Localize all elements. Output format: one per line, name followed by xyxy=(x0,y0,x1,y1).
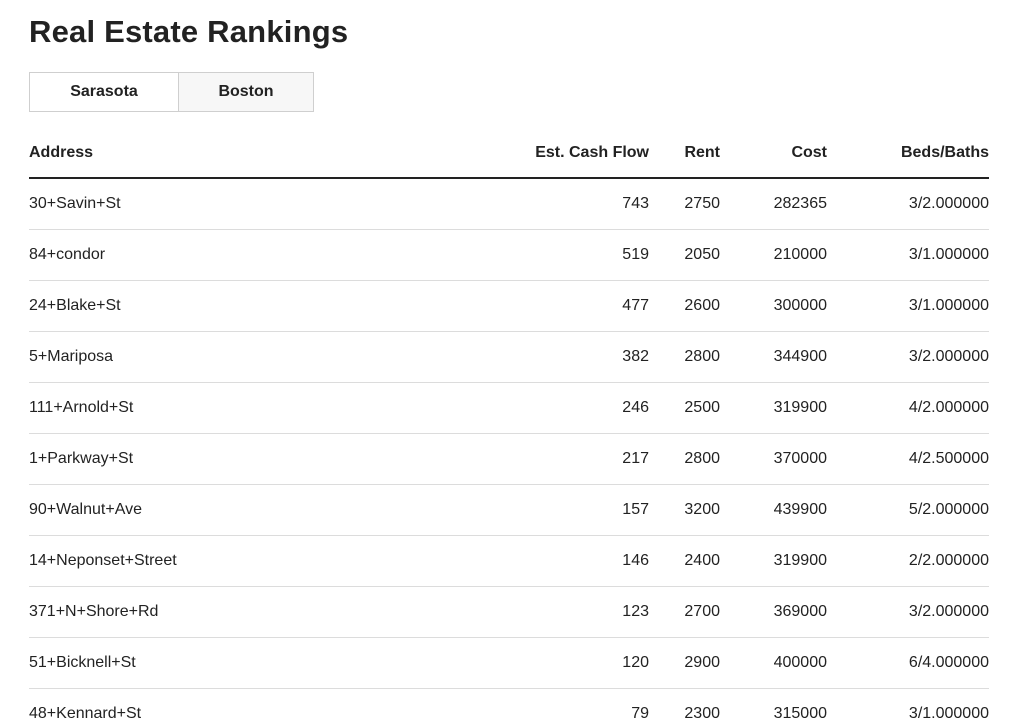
column-header-rent[interactable]: Rent xyxy=(684,143,720,161)
beds-baths-cell: 3/2.000000 xyxy=(908,348,989,365)
table-row[interactable]: 371+N+Shore+Rd 123 2700 369000 3/2.00000… xyxy=(29,587,989,638)
table-row[interactable]: 24+Blake+St 477 2600 300000 3/1.000000 xyxy=(29,281,989,332)
address-cell: 371+N+Shore+Rd xyxy=(29,603,159,620)
cash-flow-cell: 246 xyxy=(622,399,649,416)
beds-baths-cell: 3/2.000000 xyxy=(908,195,989,212)
cost-cell: 319900 xyxy=(773,399,827,416)
address-cell: 48+Kennard+St xyxy=(29,705,142,722)
cash-flow-cell: 519 xyxy=(622,246,649,263)
beds-baths-cell: 4/2.000000 xyxy=(908,399,989,416)
column-header-beds-baths[interactable]: Beds/Baths xyxy=(900,143,989,161)
column-header-cash-flow[interactable]: Est. Cash Flow xyxy=(535,143,649,161)
cost-cell: 282365 xyxy=(773,195,827,212)
table-row[interactable]: 14+Neponset+Street 146 2400 319900 2/2.0… xyxy=(29,536,989,587)
rent-cell: 2750 xyxy=(684,195,720,212)
cost-cell: 300000 xyxy=(773,297,827,314)
beds-baths-cell: 5/2.000000 xyxy=(908,501,989,518)
address-cell: 14+Neponset+Street xyxy=(29,552,177,569)
city-tabs: Sarasota Boston xyxy=(29,72,314,112)
cost-cell: 400000 xyxy=(773,654,827,671)
rent-cell: 2600 xyxy=(684,297,720,314)
rent-cell: 2300 xyxy=(684,705,720,722)
beds-baths-cell: 3/1.000000 xyxy=(908,246,989,263)
address-cell: 111+Arnold+St xyxy=(29,399,134,416)
beds-baths-cell: 6/4.000000 xyxy=(908,654,989,671)
rent-cell: 2050 xyxy=(684,246,720,263)
cost-cell: 344900 xyxy=(773,348,827,365)
cost-cell: 370000 xyxy=(773,450,827,467)
cost-cell: 315000 xyxy=(773,705,827,722)
cost-cell: 369000 xyxy=(773,603,827,620)
table-row[interactable]: 111+Arnold+St 246 2500 319900 4/2.000000 xyxy=(29,383,989,434)
column-header-cost[interactable]: Cost xyxy=(791,143,827,161)
beds-baths-cell: 3/2.000000 xyxy=(908,603,989,620)
cash-flow-cell: 382 xyxy=(622,348,649,365)
address-cell: 24+Blake+St xyxy=(29,297,121,314)
address-cell: 30+Savin+St xyxy=(29,195,121,212)
cash-flow-cell: 217 xyxy=(622,450,649,467)
table-row[interactable]: 90+Walnut+Ave 157 3200 439900 5/2.000000 xyxy=(29,485,989,536)
tab-boston[interactable]: Boston xyxy=(178,72,314,112)
rent-cell: 3200 xyxy=(684,501,720,518)
table-row[interactable]: 30+Savin+St 743 2750 282365 3/2.000000 xyxy=(29,179,989,230)
rent-cell: 2400 xyxy=(684,552,720,569)
rent-cell: 2800 xyxy=(684,450,720,467)
column-header-address[interactable]: Address xyxy=(29,143,94,161)
table-row[interactable]: 84+condor 519 2050 210000 3/1.000000 xyxy=(29,230,989,281)
beds-baths-cell: 4/2.500000 xyxy=(908,450,989,467)
table-header-row: Address Est. Cash Flow Rent Cost Beds/Ba… xyxy=(29,128,989,179)
cash-flow-cell: 146 xyxy=(622,552,649,569)
cash-flow-cell: 120 xyxy=(622,654,649,671)
rankings-table: Address Est. Cash Flow Rent Cost Beds/Ba… xyxy=(29,128,989,724)
table-row[interactable]: 5+Mariposa 382 2800 344900 3/2.000000 xyxy=(29,332,989,383)
address-cell: 90+Walnut+Ave xyxy=(29,501,142,518)
cash-flow-cell: 157 xyxy=(622,501,649,518)
rent-cell: 2900 xyxy=(684,654,720,671)
rent-cell: 2500 xyxy=(684,399,720,416)
cash-flow-cell: 477 xyxy=(622,297,649,314)
cash-flow-cell: 79 xyxy=(631,705,649,722)
rent-cell: 2700 xyxy=(684,603,720,620)
beds-baths-cell: 3/1.000000 xyxy=(908,297,989,314)
address-cell: 5+Mariposa xyxy=(29,348,114,365)
address-cell: 84+condor xyxy=(29,246,106,263)
cost-cell: 439900 xyxy=(773,501,827,518)
table-row[interactable]: 51+Bicknell+St 120 2900 400000 6/4.00000… xyxy=(29,638,989,689)
beds-baths-cell: 2/2.000000 xyxy=(908,552,989,569)
table-row[interactable]: 1+Parkway+St 217 2800 370000 4/2.500000 xyxy=(29,434,989,485)
cash-flow-cell: 123 xyxy=(622,603,649,620)
table-row[interactable]: 48+Kennard+St 79 2300 315000 3/1.000000 xyxy=(29,689,989,724)
cost-cell: 210000 xyxy=(773,246,827,263)
page-title: Real Estate Rankings xyxy=(29,14,349,49)
cash-flow-cell: 743 xyxy=(622,195,649,212)
cost-cell: 319900 xyxy=(773,552,827,569)
tab-sarasota[interactable]: Sarasota xyxy=(29,72,179,112)
rent-cell: 2800 xyxy=(684,348,720,365)
address-cell: 51+Bicknell+St xyxy=(29,654,136,671)
beds-baths-cell: 3/1.000000 xyxy=(908,705,989,722)
address-cell: 1+Parkway+St xyxy=(29,450,134,467)
